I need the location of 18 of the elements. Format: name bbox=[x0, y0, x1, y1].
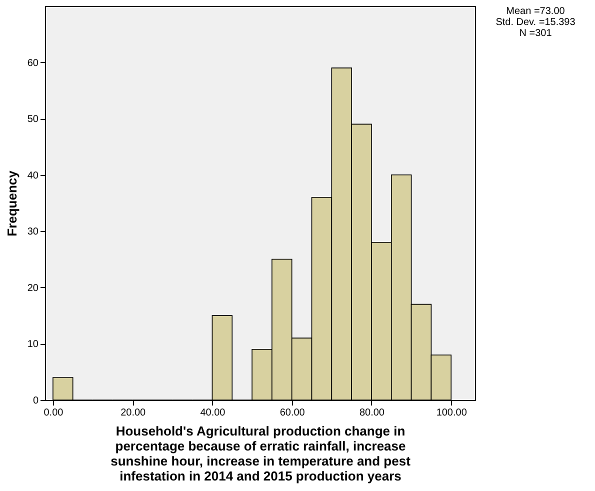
text: N =301 bbox=[518, 28, 553, 39]
x-tick-label: 100.00 bbox=[436, 408, 468, 418]
y-axis-title: Frequency bbox=[4, 170, 20, 236]
y-tick-label: 10 bbox=[27, 339, 39, 350]
y-tick-label: 30 bbox=[27, 226, 39, 238]
y-tick-label: 40 bbox=[27, 170, 39, 182]
x-axis-title: Household's Agricultural production change in percentage because of erratic rainfall, increase sunshine hour, increase in temperature and pest infestation in 2014 and 2015 production years bbox=[110, 424, 412, 484]
y-tick-label: 20 bbox=[27, 282, 39, 294]
x-tick-label: 80.00 bbox=[359, 408, 385, 418]
y-tick-label: 60 bbox=[27, 58, 39, 69]
y-tick-label: 50 bbox=[27, 114, 39, 126]
x-tick-label: 60.00 bbox=[280, 408, 306, 418]
text: Mean =73.00 bbox=[505, 6, 566, 17]
x-tick-label: 20.00 bbox=[120, 408, 146, 418]
x-tick-label: 0.00 bbox=[44, 408, 64, 418]
text: Std. Dev. =15.393 bbox=[494, 17, 576, 28]
x-tick-label: 40.00 bbox=[200, 408, 226, 418]
y-tick-label: 0 bbox=[32, 396, 39, 406]
